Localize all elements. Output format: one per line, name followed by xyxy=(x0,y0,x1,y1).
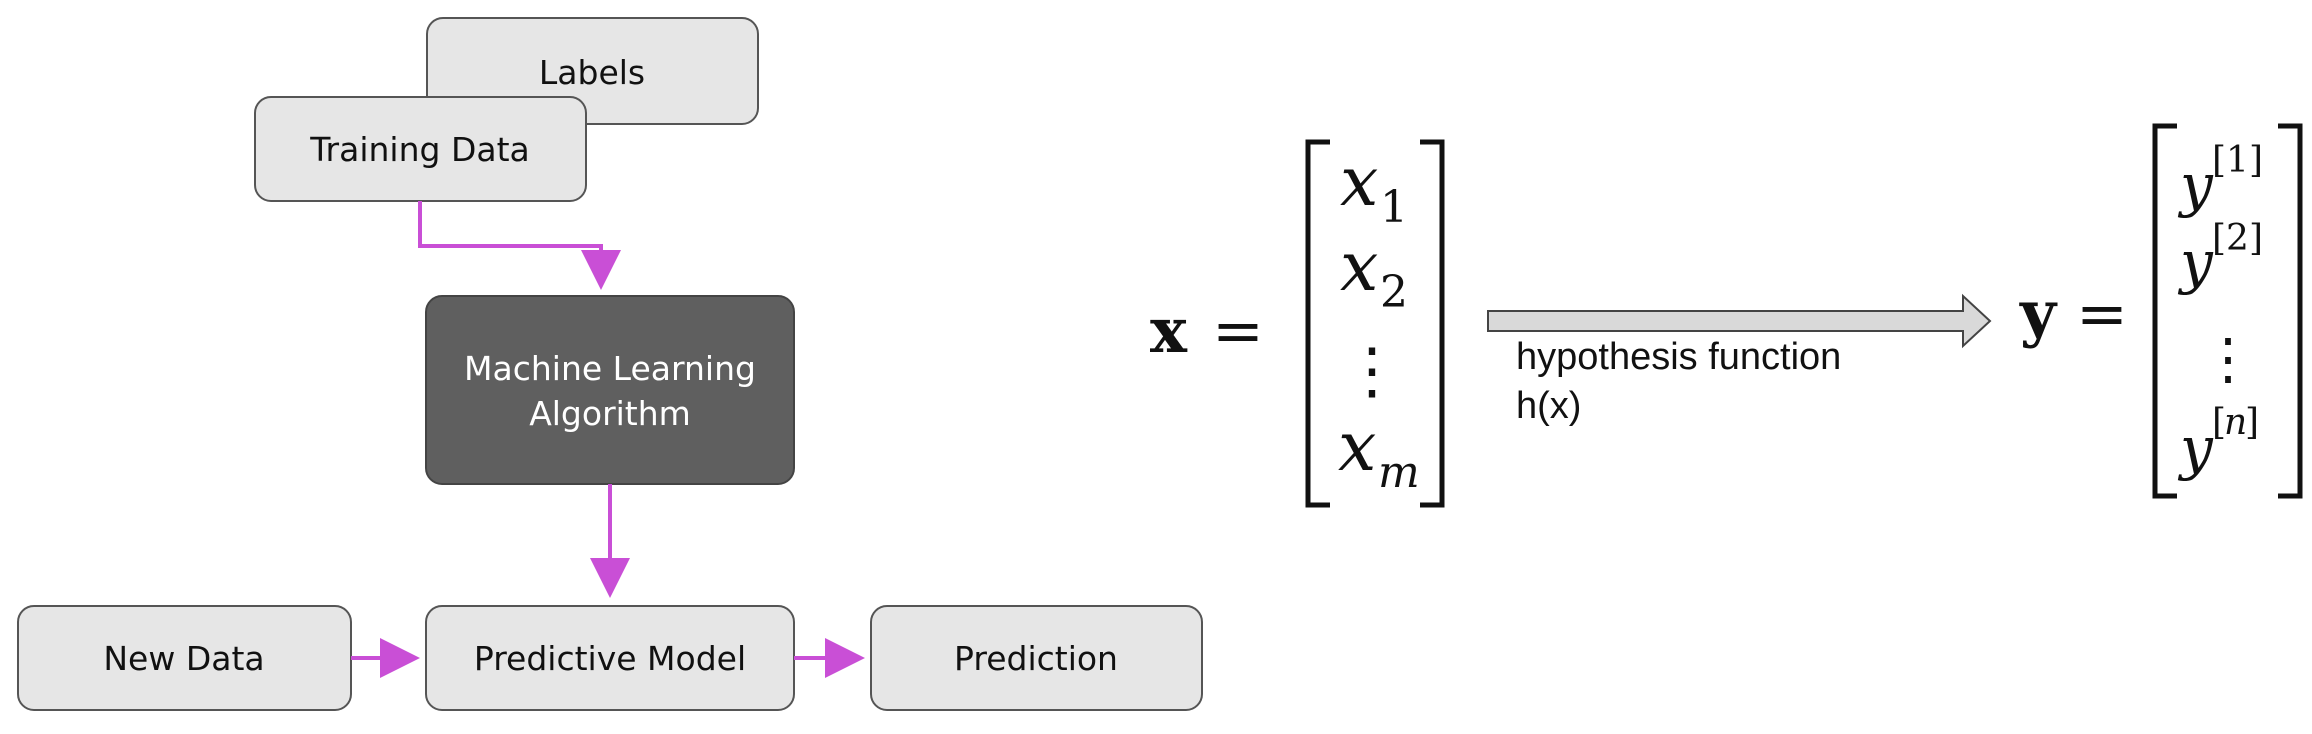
y-vdots: ⋮ xyxy=(2200,327,2256,392)
prediction-box: Prediction xyxy=(870,605,1203,711)
y-entry-2-sup: [2] xyxy=(2212,218,2263,259)
prediction-text: Prediction xyxy=(954,639,1118,678)
x-right-bracket xyxy=(1420,139,1445,508)
x-entry-1-var: x xyxy=(1340,143,1378,222)
new-data-box: New Data xyxy=(17,605,352,711)
y-entry-1-sup: [1] xyxy=(2212,140,2263,181)
x-entry-1-sub: 1 xyxy=(1380,182,1408,233)
algorithm-text-line2: Algorithm xyxy=(529,394,691,433)
hypothesis-label-line1: hypothesis function xyxy=(1516,336,1841,378)
y-left-bracket xyxy=(2152,123,2177,499)
y-entry-1-var: y xyxy=(2177,151,2214,219)
x-equals-sign: = xyxy=(1212,294,1264,367)
flowchart: Labels Training Data Machine Learning Al… xyxy=(17,17,1203,711)
predictive-model-text: Predictive Model xyxy=(474,639,746,678)
predictive-model-box: Predictive Model xyxy=(425,605,795,711)
hypothesis-arrow-shape xyxy=(1487,293,1992,349)
y-right-bracket xyxy=(2278,123,2303,499)
y-entry-n-sup-close: ] xyxy=(2245,402,2259,443)
y-entry-n-sup-open: [ xyxy=(2212,402,2226,443)
x-entry-m-var: x xyxy=(1338,408,1376,487)
output-vector-equation: y = y [1] y [2] ⋮ y [ n ] xyxy=(2019,123,2303,499)
connector-training-to-algorithm xyxy=(418,201,621,290)
y-equals-sign: = xyxy=(2076,277,2128,350)
x-vector-symbol: x xyxy=(1150,294,1188,367)
new-data-text: New Data xyxy=(103,639,264,678)
y-entry-n-sup-var: n xyxy=(2224,402,2247,443)
x-entry-2-var: x xyxy=(1340,228,1378,307)
x-entry-2-sub: 2 xyxy=(1380,267,1408,318)
algorithm-box: Machine Learning Algorithm xyxy=(425,295,795,485)
training-data-text: Training Data xyxy=(309,130,530,169)
hypothesis-label-line2: h(x) xyxy=(1516,385,1581,427)
y-entry-2-var: y xyxy=(2177,228,2214,296)
training-data-box: Training Data xyxy=(254,96,587,202)
x-vdots: ⋮ xyxy=(1341,334,1403,407)
hypothesis-arrow: hypothesis function h(x) xyxy=(1487,293,1992,427)
algorithm-text-line1: Machine Learning xyxy=(464,349,756,388)
x-entry-m-sub: m xyxy=(1378,447,1420,498)
labels-text: Labels xyxy=(539,53,645,92)
y-vector-symbol: y xyxy=(2019,277,2058,350)
y-entry-n-var: y xyxy=(2177,414,2214,482)
input-vector-equation: x = x 1 x 2 ⋮ x m xyxy=(1150,139,1445,508)
x-left-bracket xyxy=(1305,139,1330,508)
